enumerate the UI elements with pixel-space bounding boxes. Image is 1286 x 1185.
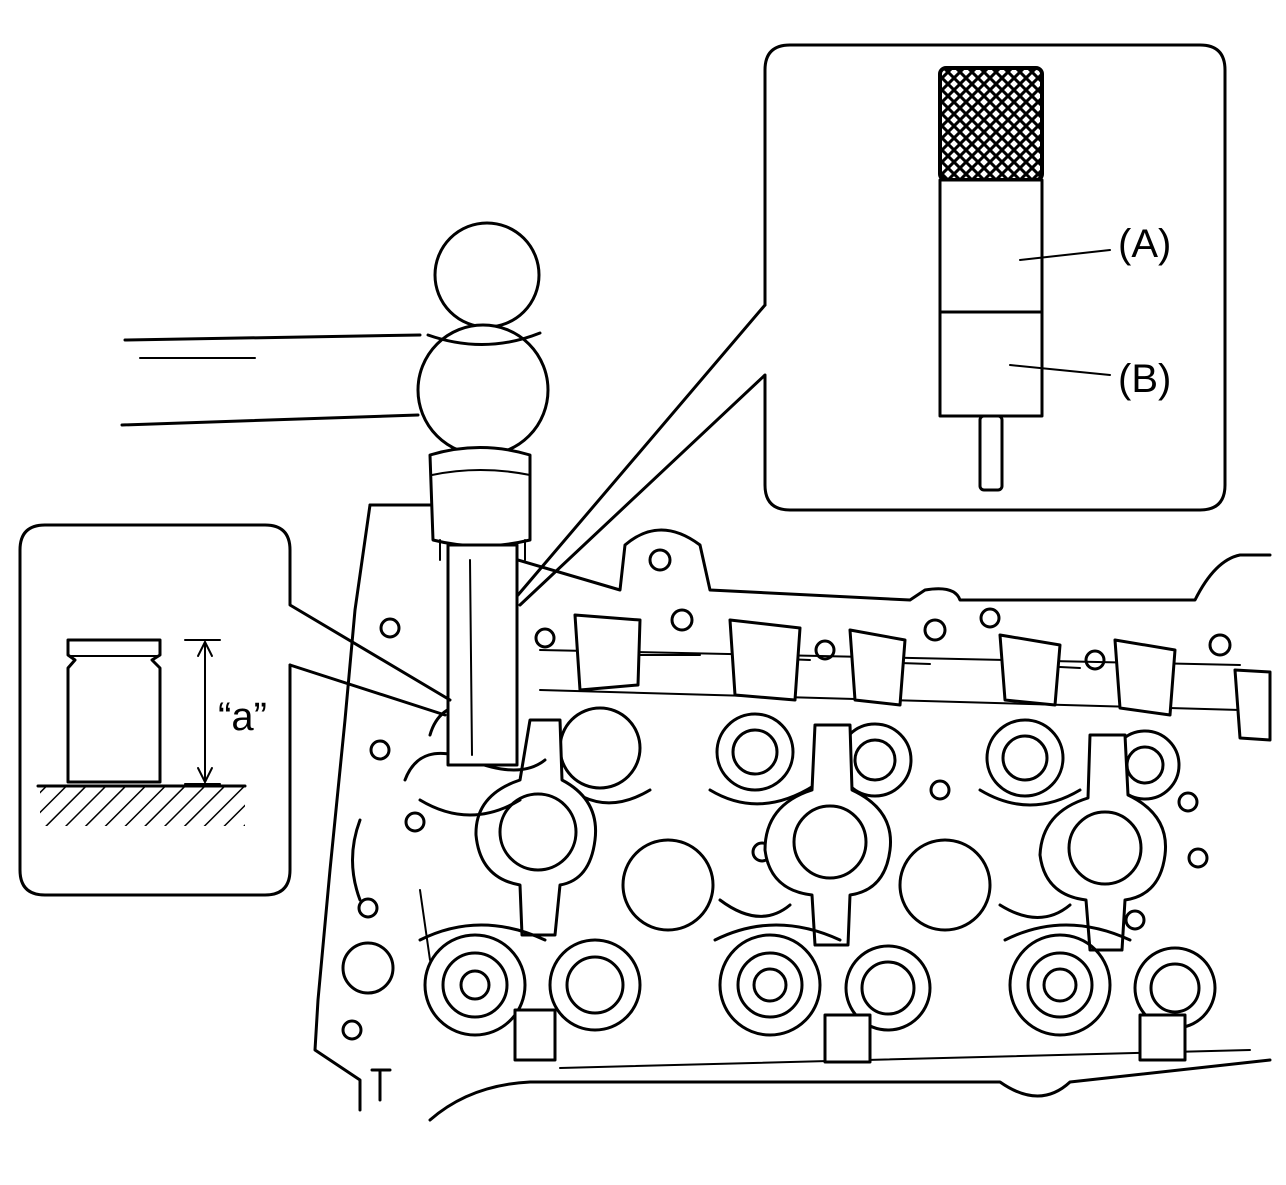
seal-height-inset: “a” xyxy=(18,523,452,897)
cylinder-head xyxy=(313,503,1272,1122)
tool-part-a xyxy=(938,178,1044,314)
knurled-grip xyxy=(938,66,1044,182)
lower-valve-row xyxy=(418,923,1217,1064)
tool-detail-inset: (A) (B) xyxy=(516,43,1227,607)
cam-lobes xyxy=(573,613,1272,742)
upper-valve-row xyxy=(558,706,1181,807)
spark-plug-bore xyxy=(898,838,992,932)
ground-hatch xyxy=(40,786,245,826)
valve-brackets xyxy=(474,718,1168,952)
hammer-handle-top xyxy=(123,333,422,342)
part-a-label: (A) xyxy=(1118,222,1171,266)
spark-plug-bore xyxy=(621,838,715,932)
hammer-handle-bottom xyxy=(120,413,420,427)
part-b-label: (B) xyxy=(1118,357,1171,401)
seal-installer-tool xyxy=(428,446,532,767)
hammer-head-top xyxy=(433,221,541,329)
hammer xyxy=(120,221,550,457)
tool-part-b xyxy=(938,310,1044,418)
tool-pin xyxy=(978,414,1004,492)
valve-stem-seal xyxy=(66,638,162,784)
dimension-a-label: “a” xyxy=(218,695,267,739)
